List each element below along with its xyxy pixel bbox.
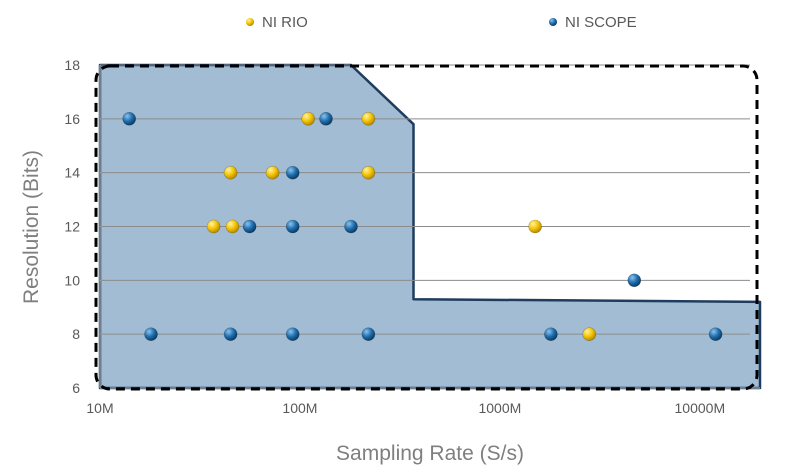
ni-rio-point: [265, 165, 280, 180]
ni-scope-point: [361, 327, 376, 342]
ni-scope-point: [223, 327, 238, 342]
ni-scope-point: [285, 165, 300, 180]
x-tick-labels: 10M 100M 1000M 10000M: [86, 400, 725, 416]
ni-rio-point: [223, 165, 238, 180]
ni-rio-point: [225, 219, 240, 234]
y-tick-label: 14: [64, 165, 80, 181]
ni-rio-point: [206, 219, 221, 234]
ni-scope-point: [544, 327, 558, 342]
ni-scope-point: [285, 327, 300, 342]
x-tick-label: 10M: [86, 400, 113, 416]
y-tick-label: 12: [64, 219, 80, 235]
ni-scope-point: [242, 219, 257, 234]
y-axis-title: Resolution (Bits): [20, 150, 43, 304]
y-tick-label: 10: [64, 272, 80, 288]
legend-marker: [246, 18, 254, 26]
ni-scope-point: [144, 327, 158, 342]
ni-rio-point: [301, 112, 316, 126]
ni-rio-point: [361, 165, 376, 180]
data-points: [122, 112, 723, 342]
x-tick-label: 100M: [282, 400, 317, 416]
y-tick-label: 8: [72, 326, 80, 342]
ni-scope-point: [627, 273, 642, 288]
x-tick-label: 1000M: [478, 400, 521, 416]
ni-scope-point: [319, 112, 333, 126]
dashed-outline: [94, 64, 759, 391]
ni-scope-point: [122, 112, 136, 126]
y-tick-label: 16: [64, 111, 80, 127]
y-tick-label: 6: [72, 380, 80, 396]
ni-rio-point: [582, 327, 597, 342]
x-tick-label: 10000M: [675, 400, 726, 416]
ni-scope-point: [708, 327, 723, 342]
x-axis-title: Sampling Rate (S/s): [336, 442, 524, 465]
legend-label: NI RIO: [262, 14, 308, 31]
y-tick-labels: 6 8 10 12 14 16 18: [64, 57, 80, 396]
legend: NI RIO NI SCOPE: [246, 14, 637, 31]
y-tick-label: 18: [64, 57, 80, 73]
ni-rio-point: [361, 112, 376, 126]
legend-marker: [549, 18, 557, 26]
ni-scope-point: [344, 219, 358, 234]
ni-scope-point: [285, 219, 300, 234]
ni-rio-point: [528, 219, 542, 234]
legend-label: NI SCOPE: [565, 14, 637, 31]
